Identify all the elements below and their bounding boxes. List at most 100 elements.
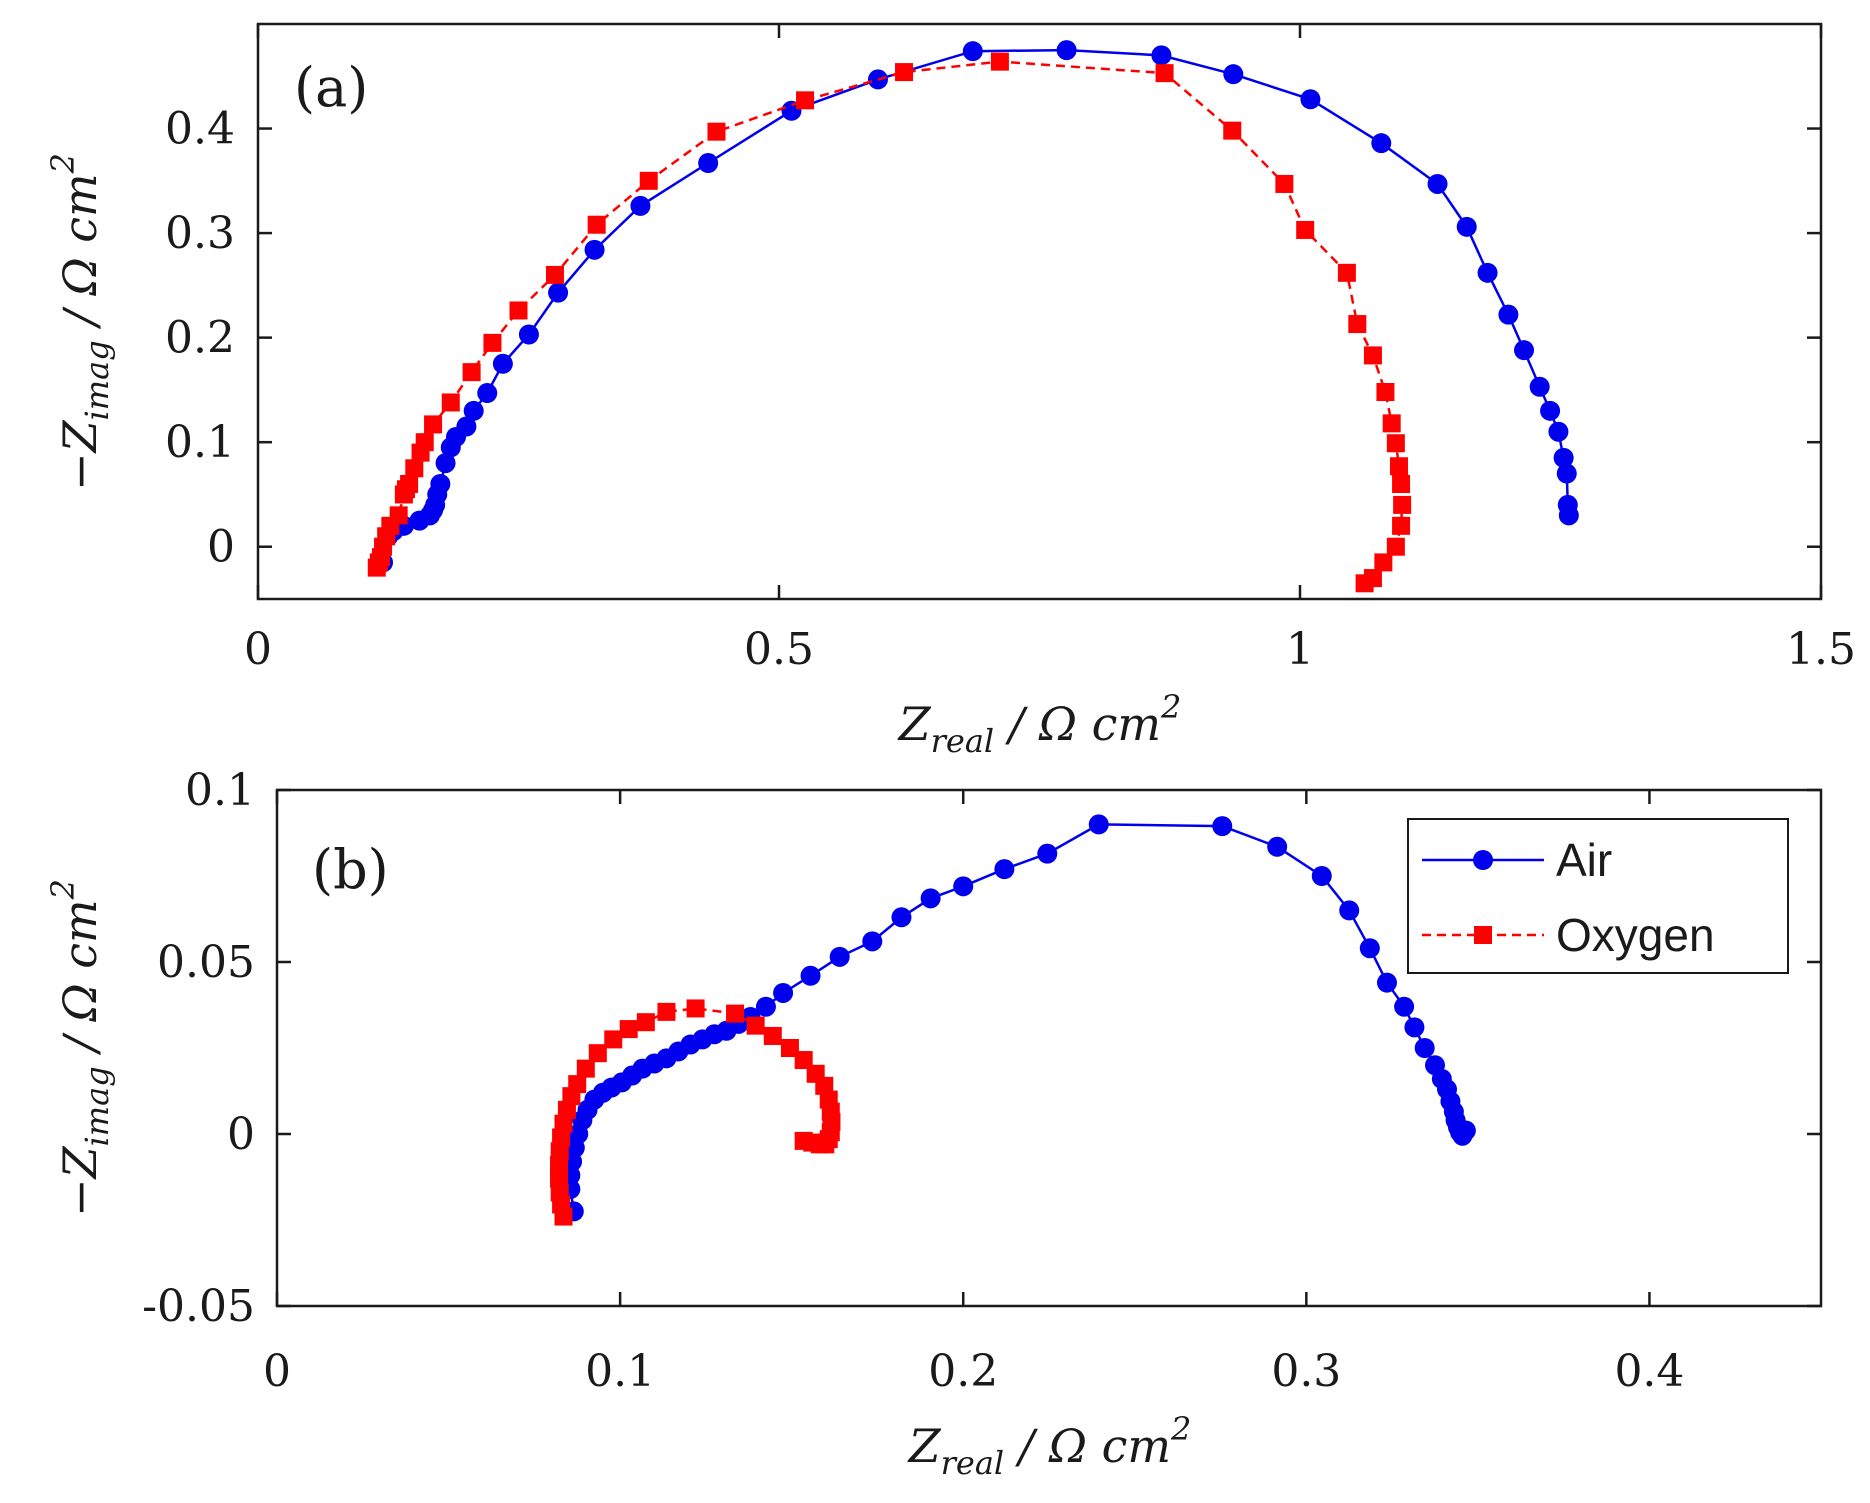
panel-a-air-point <box>1529 376 1550 397</box>
panel-a-air-point <box>477 383 498 404</box>
panel-a-oxygen-point <box>1393 495 1412 514</box>
panel-a-oxygen-point <box>1386 434 1405 453</box>
panel-b-xtick-label: 0 <box>263 1346 291 1397</box>
panel-a-air-point <box>1498 304 1519 325</box>
panel-a-air-point <box>1223 64 1244 85</box>
panel-b-oxygen-point <box>550 1142 569 1161</box>
panel-b-oxygen-point <box>619 1020 638 1039</box>
panel-a-ticks: 0 0.5 1 1.5 0 0.1 0.2 0.3 0.4 <box>165 24 1856 675</box>
panel-a-air-point <box>463 400 484 421</box>
panel-b-air-point <box>1267 836 1288 857</box>
panel-b-air-point <box>862 931 883 952</box>
panel-a-oxygen-point <box>1392 475 1411 493</box>
panel-a-air-point <box>435 453 456 474</box>
panel-a-oxygen-point <box>389 506 408 525</box>
panel-b-air-point <box>800 965 821 986</box>
panel-a-air-point <box>430 474 451 494</box>
panel-b-oxygen-point <box>815 1076 834 1095</box>
panel-a-oxygen-line <box>375 60 1404 585</box>
panel-a-air-point <box>698 153 719 174</box>
panel-a-oxygen-point <box>483 333 502 352</box>
panel-b-xlabel: Zreal / Ω cm2 <box>907 1410 1192 1482</box>
panel-a-oxygen-point <box>707 122 726 141</box>
panel-b-oxygen-point <box>588 1044 607 1063</box>
panel-a-xtick-label: 0.5 <box>744 624 814 675</box>
panel-a-air-point <box>456 416 477 437</box>
panel-a-air-point <box>962 41 983 62</box>
panel-a-air-point <box>1548 421 1569 442</box>
panel-a-oxygen-point <box>1374 553 1393 572</box>
panel-b-air-point <box>994 859 1015 880</box>
panel-b-oxygen-point <box>763 1026 782 1045</box>
panel-a-oxygen-point <box>1337 263 1356 282</box>
legend-oxygen-marker <box>1474 926 1492 944</box>
panel-a-air-point <box>1553 447 1574 468</box>
panel-a-air-line <box>381 48 1571 563</box>
panel-b-air-point <box>755 996 776 1017</box>
panel-a-air-point <box>1514 340 1535 361</box>
panel-b-frame <box>275 788 1823 1308</box>
panel-a-oxygen-point <box>405 459 424 478</box>
panel-b-oxygen-point <box>604 1030 623 1049</box>
panel-b-oxygen-point <box>550 1169 569 1188</box>
panel-b-ytick-label: 0.05 <box>157 937 255 988</box>
panel-b-series <box>550 814 1476 1226</box>
panel-b-oxygen-point <box>550 1155 569 1174</box>
panel-a-air-point <box>1556 463 1577 484</box>
panel-a-oxygen-point <box>1275 174 1294 193</box>
panel-b-air-point <box>1339 900 1360 921</box>
panel-a-oxygen-point <box>990 52 1009 71</box>
panel-a-oxygen-point <box>587 215 606 234</box>
panel-a-ylabel: −Zimag / Ω cm2 <box>44 153 116 491</box>
panel-a-oxygen-point <box>639 171 658 190</box>
panel-a-ytick-label: 0.1 <box>165 417 235 468</box>
panel-b-air-point <box>1037 843 1058 864</box>
legend-air-label: Air <box>1556 834 1612 886</box>
panel-a-oxygen-point <box>1392 516 1411 535</box>
panel-b-air-point <box>1212 816 1233 837</box>
panel-a-oxygen-point <box>400 475 419 493</box>
panel-b-xtick-label: 0.1 <box>585 1346 655 1397</box>
panel-b-oxygen-point <box>726 1004 745 1023</box>
panel-b-xtick-label: 0.2 <box>928 1346 998 1397</box>
panel-b-ytick-label: 0 <box>227 1109 255 1160</box>
panel-b-oxygen-point <box>576 1059 595 1078</box>
panel-b-air-point <box>773 982 794 1003</box>
panel-b-oxygen-point <box>552 1128 571 1147</box>
panel-b-air-point <box>1414 1038 1435 1058</box>
panel-a-oxygen-point <box>1348 315 1367 334</box>
panel-b-oxygen-point <box>636 1013 655 1032</box>
panel-a-air-point <box>548 282 569 303</box>
panel-a-air-point <box>518 324 539 345</box>
panel-b-air-point <box>1455 1120 1476 1141</box>
panel-b-air-point <box>1088 814 1109 835</box>
legend-oxygen-label: Oxygen <box>1556 909 1715 961</box>
panel-b-air-point <box>1311 866 1332 886</box>
panel-a-oxygen-point <box>1355 574 1374 593</box>
panel-a-ytick-label: 0 <box>207 522 235 573</box>
panel-b-label: (b) <box>312 838 389 901</box>
panel-a-oxygen-point <box>1223 121 1242 140</box>
panel-b-oxygen-point <box>780 1039 799 1057</box>
panel-b-oxygen-point <box>794 1131 813 1150</box>
panel-a-air-point <box>1056 40 1077 61</box>
panel-b-air-line <box>569 823 1467 1212</box>
panel-a-oxygen-point <box>1363 346 1382 365</box>
panel-a-ytick-label: 0.4 <box>165 104 235 155</box>
panel-a-oxygen-point <box>1296 220 1315 239</box>
panel-b-oxygen-point <box>794 1051 813 1070</box>
panel-a-oxygen-point <box>895 63 914 82</box>
panel-b-ylabel: −Zimag / Ω cm2 <box>44 879 116 1217</box>
panel-b-air-point <box>829 946 850 967</box>
panel-b-air-point <box>1404 1017 1425 1038</box>
panel-b-oxygen-point <box>746 1016 765 1035</box>
panel-a-air-point <box>1300 89 1321 110</box>
panel-a-series <box>367 40 1579 593</box>
panel-a-label: (a) <box>294 56 368 119</box>
panel-a-xtick-label: 0 <box>244 624 272 675</box>
panel-b-xtick-label: 0.3 <box>1271 1346 1341 1397</box>
panel-a-air-point <box>1558 505 1579 526</box>
legend-entry-oxygen: Oxygen <box>1422 909 1715 961</box>
